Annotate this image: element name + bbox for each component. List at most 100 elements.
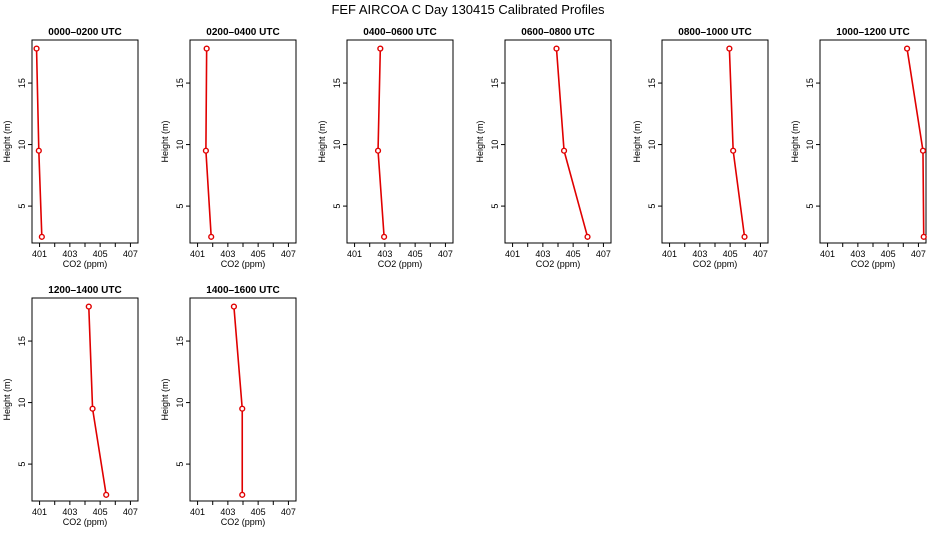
profile-point xyxy=(560,147,568,154)
plot-frame xyxy=(31,297,139,502)
profile-point xyxy=(374,147,382,154)
y-tick-label: 15 xyxy=(17,78,27,88)
y-axis-label: Height (m) xyxy=(632,120,642,162)
y-tick-label: 5 xyxy=(805,204,815,209)
y-tick-label: 15 xyxy=(175,336,185,346)
profile-line xyxy=(555,48,589,238)
profile-point xyxy=(35,147,42,154)
profile-point xyxy=(377,45,384,52)
chart-panel-4: 0600–0800 UTC 401 403 405 407 CO2 (ppm) 5 10 15 H… xyxy=(475,27,612,269)
profile-point xyxy=(920,233,927,240)
profile-point xyxy=(208,233,215,240)
x-tick-label: 407 xyxy=(596,249,611,259)
x-tick-label: 401 xyxy=(32,249,47,259)
y-axis-label: Height (m) xyxy=(317,120,327,162)
x-axis-label: CO2 (ppm) xyxy=(63,259,108,269)
y-tick-label: 10 xyxy=(175,398,185,408)
y-tick-label: 5 xyxy=(490,204,500,209)
profile-point xyxy=(741,233,748,240)
x-axis-label: CO2 (ppm) xyxy=(851,259,896,269)
y-tick-label: 10 xyxy=(647,140,657,150)
x-tick-label: 407 xyxy=(911,249,926,259)
y-axis-label: Height (m) xyxy=(160,120,170,162)
x-tick-label: 407 xyxy=(438,249,453,259)
x-axis-label: CO2 (ppm) xyxy=(536,259,581,269)
x-tick-label: 401 xyxy=(190,507,205,517)
profile-line xyxy=(377,48,385,237)
panel-title: 0000–0200 UTC xyxy=(48,27,121,38)
chart-panel-1: 0000–0200 UTC 401 403 405 407 CO2 (ppm) 5 10 15 H… xyxy=(2,27,139,269)
y-tick-label: 15 xyxy=(647,78,657,88)
y-tick-label: 15 xyxy=(805,78,815,88)
profile-point xyxy=(33,45,40,52)
y-tick-label: 5 xyxy=(647,204,657,209)
x-tick-label: 401 xyxy=(505,249,520,259)
x-tick-label: 407 xyxy=(123,507,138,517)
x-tick-label: 403 xyxy=(692,249,707,259)
x-tick-label: 403 xyxy=(850,249,865,259)
plot-frame xyxy=(346,39,454,244)
chart-panel-6: 1000–1200 UTC 401 403 405 407 CO2 (ppm) 5 10 15 H… xyxy=(790,27,927,269)
y-tick-label: 5 xyxy=(175,204,185,209)
plot-frame xyxy=(31,39,139,244)
y-tick-label: 10 xyxy=(17,398,27,408)
x-tick-label: 401 xyxy=(32,507,47,517)
y-axis-label: Height (m) xyxy=(2,120,12,162)
y-tick-label: 10 xyxy=(17,140,27,150)
profile-line xyxy=(728,48,746,237)
y-tick-label: 15 xyxy=(332,78,342,88)
x-axis-label: CO2 (ppm) xyxy=(221,517,266,527)
profile-line xyxy=(205,48,212,237)
profile-point xyxy=(203,45,210,52)
x-tick-label: 407 xyxy=(281,249,296,259)
profile-line xyxy=(233,306,244,495)
x-tick-label: 407 xyxy=(753,249,768,259)
y-tick-label: 10 xyxy=(332,140,342,150)
x-axis-label: CO2 (ppm) xyxy=(378,259,423,269)
y-tick-label: 10 xyxy=(805,140,815,150)
y-tick-label: 5 xyxy=(17,462,27,467)
x-tick-label: 401 xyxy=(820,249,835,259)
x-tick-label: 407 xyxy=(281,507,296,517)
profile-point xyxy=(85,303,92,310)
y-tick-label: 5 xyxy=(17,204,27,209)
profile-point xyxy=(239,405,246,412)
panel-title: 1400–1600 UTC xyxy=(206,285,279,296)
x-tick-label: 401 xyxy=(190,249,205,259)
x-tick-label: 405 xyxy=(566,249,581,259)
x-tick-label: 405 xyxy=(408,249,423,259)
profile-point xyxy=(584,233,591,240)
y-tick-label: 15 xyxy=(490,78,500,88)
x-tick-label: 405 xyxy=(251,249,266,259)
profile-point xyxy=(903,45,911,52)
x-tick-label: 405 xyxy=(251,507,266,517)
y-tick-label: 15 xyxy=(17,336,27,346)
x-tick-label: 403 xyxy=(377,249,392,259)
x-tick-label: 405 xyxy=(93,507,108,517)
y-tick-label: 5 xyxy=(332,204,342,209)
panel-title: 1200–1400 UTC xyxy=(48,285,121,296)
profile-point xyxy=(239,491,246,498)
x-axis-label: CO2 (ppm) xyxy=(221,259,266,269)
chart-panel-5: 0800–1000 UTC 401 403 405 407 CO2 (ppm) 5 10 15 H… xyxy=(632,27,769,269)
y-tick-label: 15 xyxy=(175,78,185,88)
profile-point xyxy=(553,45,560,52)
profile-point xyxy=(726,45,733,52)
panel-title: 0600–0800 UTC xyxy=(521,27,594,38)
figure-title: FEF AIRCOA C Day 130415 Calibrated Profi… xyxy=(331,2,605,17)
profile-point xyxy=(730,147,737,154)
x-tick-label: 403 xyxy=(535,249,550,259)
profile-point xyxy=(103,491,110,498)
chart-panel-7: 1200–1400 UTC 401 403 405 407 CO2 (ppm) 5 10 15 H… xyxy=(2,285,139,527)
chart-panel-2: 0200–0400 UTC 401 403 405 407 CO2 (ppm) 5 10 15 H… xyxy=(160,27,297,269)
profile-point xyxy=(89,405,96,412)
x-axis-label: CO2 (ppm) xyxy=(693,259,738,269)
plot-frame xyxy=(661,39,769,244)
x-tick-label: 403 xyxy=(62,249,77,259)
panel-title: 1000–1200 UTC xyxy=(836,27,909,38)
profile-point xyxy=(381,233,388,240)
profile-line xyxy=(87,306,107,495)
profile-line xyxy=(906,48,925,237)
profile-point xyxy=(202,147,210,154)
